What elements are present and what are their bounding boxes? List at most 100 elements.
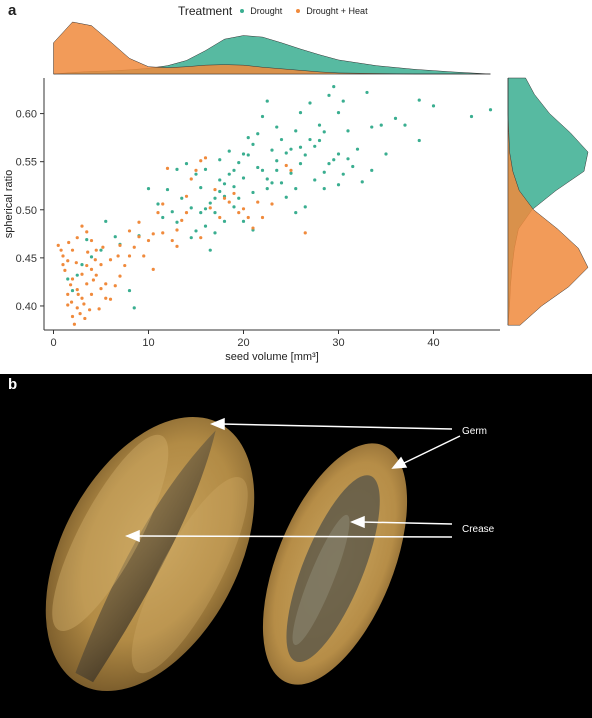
data-point <box>322 170 326 174</box>
data-point <box>76 292 80 297</box>
data-point <box>61 262 65 267</box>
data-point <box>232 191 236 196</box>
data-point <box>332 158 336 162</box>
data-point <box>199 159 203 163</box>
data-point <box>218 215 222 220</box>
data-point <box>303 231 307 235</box>
data-point <box>74 261 78 265</box>
y-tick-label: 0.60 <box>16 109 37 121</box>
data-point <box>213 187 217 192</box>
data-point <box>355 147 360 151</box>
data-point <box>241 152 246 156</box>
data-point <box>246 136 250 140</box>
data-point <box>72 322 76 326</box>
data-point <box>241 219 246 223</box>
data-point <box>294 129 298 133</box>
data-point <box>66 303 70 307</box>
data-point <box>127 254 132 258</box>
x-tick-label: 10 <box>142 337 154 349</box>
data-point <box>86 250 90 254</box>
data-point <box>113 284 117 288</box>
data-point <box>322 130 326 134</box>
data-point <box>237 211 241 215</box>
main-axes <box>43 78 500 331</box>
data-point <box>151 232 155 236</box>
y-tick-label: 0.50 <box>16 205 37 217</box>
data-point <box>85 263 89 268</box>
data-point <box>251 142 255 146</box>
data-point <box>170 210 174 214</box>
data-point <box>232 185 236 189</box>
axis-ticks: 0 10 20 30 40 0.40 0.45 0.50 0.55 0.60 <box>16 109 440 349</box>
data-point <box>256 200 260 204</box>
scatter-chart: 0 10 20 30 40 0.40 0.45 0.50 0.55 0.60 seed volum… <box>3 21 589 363</box>
data-point <box>294 211 298 215</box>
data-point <box>203 167 208 171</box>
data-point <box>279 137 284 142</box>
data-point <box>308 101 312 105</box>
data-point <box>99 287 103 291</box>
data-point <box>184 211 189 215</box>
data-point <box>403 123 407 127</box>
data-point <box>417 98 421 102</box>
data-point <box>67 240 71 245</box>
data-point <box>260 114 265 119</box>
data-point <box>93 258 97 262</box>
data-point <box>256 165 260 170</box>
data-point <box>199 211 203 215</box>
data-point <box>289 171 293 175</box>
data-point <box>137 220 141 224</box>
x-tick-label: 40 <box>427 337 439 349</box>
data-point <box>289 168 293 172</box>
data-point <box>275 168 279 172</box>
data-point <box>199 236 203 240</box>
data-point <box>75 288 79 292</box>
data-point <box>208 248 212 252</box>
data-point <box>75 236 79 240</box>
data-point <box>208 201 212 205</box>
data-point <box>116 254 120 258</box>
data-point <box>227 172 231 176</box>
legend: Treatment Drought Drought + Heat <box>178 4 382 18</box>
data-point <box>341 172 345 176</box>
data-point <box>346 129 350 133</box>
data-point <box>222 219 227 223</box>
data-point <box>265 177 269 181</box>
data-point <box>222 196 227 200</box>
data-point <box>232 205 236 209</box>
right-density-drought-heat <box>507 78 589 326</box>
data-point <box>218 189 222 194</box>
data-point <box>275 159 279 163</box>
data-point <box>156 202 160 206</box>
data-point <box>275 125 279 129</box>
data-point <box>113 235 117 239</box>
data-point <box>241 176 246 180</box>
data-point <box>365 90 369 95</box>
data-point <box>165 187 170 192</box>
legend-label-drought-heat: Drought + Heat <box>306 6 368 16</box>
data-point <box>213 211 217 215</box>
data-point <box>123 263 127 268</box>
data-point <box>161 231 165 235</box>
data-point <box>127 288 132 293</box>
data-point <box>83 316 87 321</box>
data-point <box>265 99 269 103</box>
data-point <box>89 255 94 259</box>
data-point <box>360 180 364 184</box>
x-tick-label: 30 <box>332 337 344 349</box>
data-point <box>251 190 255 195</box>
data-point <box>118 243 122 247</box>
data-point <box>189 177 193 181</box>
data-point <box>346 157 350 161</box>
data-point <box>270 202 274 206</box>
data-point <box>322 187 326 191</box>
data-point <box>370 125 374 129</box>
crease-arrows <box>125 515 453 543</box>
data-point <box>469 114 474 119</box>
right-density-plot <box>507 77 589 326</box>
data-point <box>70 288 75 293</box>
data-point <box>303 153 307 157</box>
data-point <box>184 162 189 166</box>
data-point <box>69 283 73 287</box>
data-point <box>241 207 246 211</box>
